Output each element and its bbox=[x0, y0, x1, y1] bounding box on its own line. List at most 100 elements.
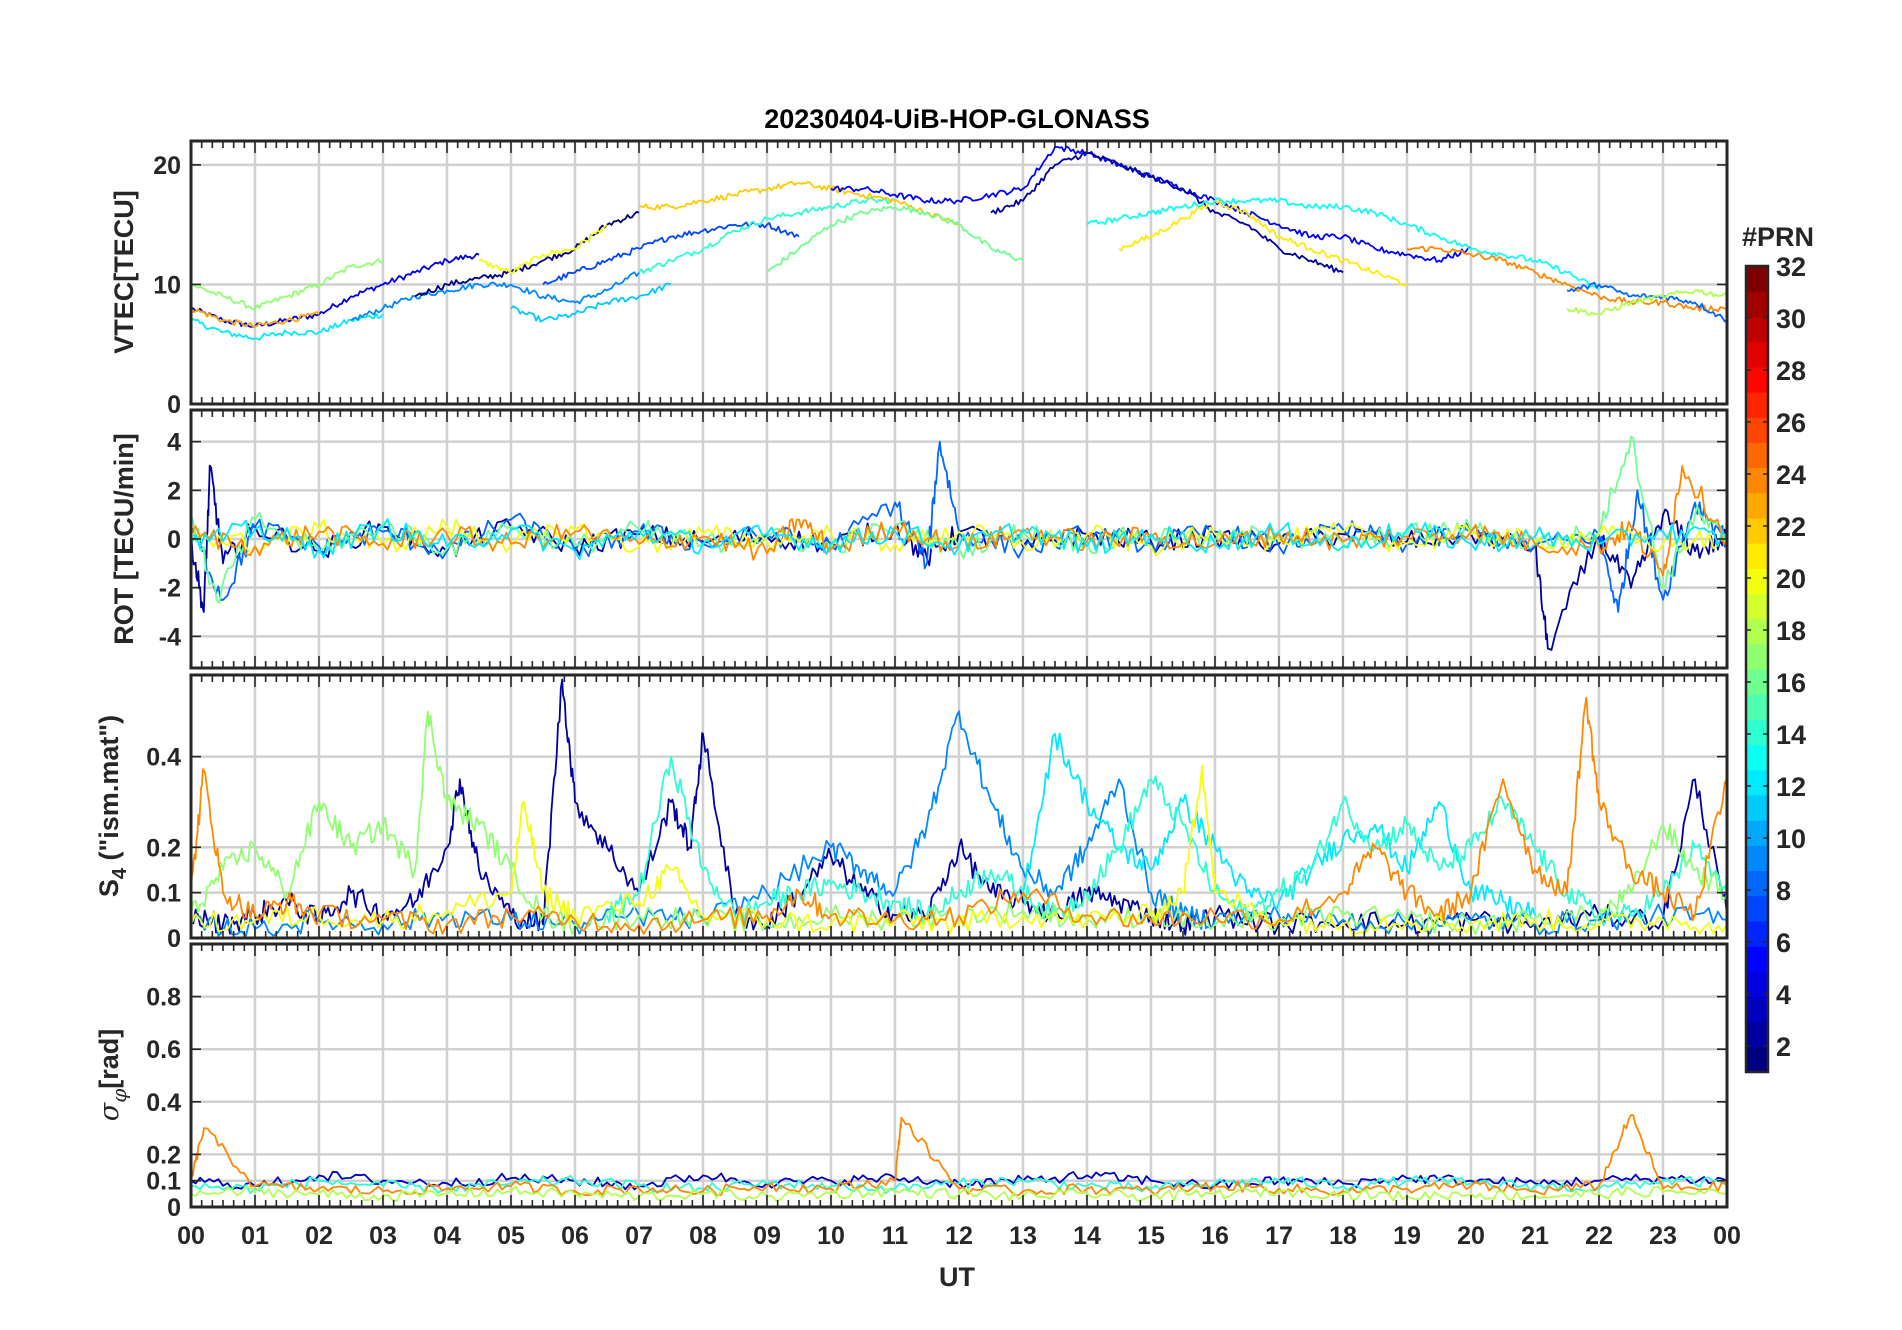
panel-s4: 0 0.1 0.2 0.4 S4 ("ism.mat") bbox=[94, 673, 1729, 953]
colorbar-segment bbox=[1746, 643, 1768, 670]
colorbar-segment bbox=[1746, 266, 1768, 292]
series-prn-14 bbox=[638, 197, 896, 274]
figure-title: 20230404-UiB-HOP-GLONASS bbox=[764, 104, 1150, 134]
panel-frame bbox=[189, 673, 1729, 940]
colorbar-segment bbox=[1746, 996, 1768, 1023]
series-prn-11 bbox=[510, 282, 672, 323]
series-prn-24 bbox=[1406, 245, 1727, 313]
colorbar-segment bbox=[1746, 719, 1768, 746]
colorbar-segment bbox=[1746, 391, 1768, 418]
colorbar-segment bbox=[1746, 442, 1768, 469]
colorbar-tick-label: 2 bbox=[1776, 1032, 1791, 1062]
y-tick-label: 0 bbox=[167, 526, 181, 554]
colorbar-segment bbox=[1746, 543, 1768, 569]
y-tick-label: 0 bbox=[167, 1194, 181, 1222]
x-tick-label: 20 bbox=[1457, 1222, 1485, 1250]
colorbar-segment bbox=[1746, 492, 1768, 519]
colorbar-tick-label: 10 bbox=[1776, 824, 1806, 854]
colorbar-segment bbox=[1746, 744, 1768, 771]
series-prn-2 bbox=[990, 151, 1344, 274]
colorbar-segment bbox=[1746, 971, 1768, 998]
x-tick-label: 14 bbox=[1073, 1222, 1101, 1250]
y-tick-label: 0.4 bbox=[146, 744, 181, 772]
series-prn-22 bbox=[638, 180, 960, 226]
colorbar-segment bbox=[1746, 593, 1768, 620]
series-prn-9 bbox=[350, 271, 640, 322]
colorbar-segment bbox=[1746, 845, 1768, 872]
series-prn-21 bbox=[1118, 199, 1408, 287]
series-group bbox=[191, 1114, 1727, 1202]
y-tick-label: 20 bbox=[153, 152, 181, 180]
series-group bbox=[191, 435, 1727, 651]
colorbar-tick-label: 6 bbox=[1776, 928, 1791, 958]
series-prn-24 bbox=[191, 696, 1727, 935]
colorbar-segment bbox=[1746, 341, 1768, 368]
series-prn-13 bbox=[1086, 197, 1600, 291]
panel-frame bbox=[189, 942, 1729, 1209]
x-tick-label: 12 bbox=[945, 1222, 973, 1250]
series-group bbox=[191, 678, 1727, 937]
series-prn-23 bbox=[191, 307, 320, 328]
colorbar-tick-label: 32 bbox=[1776, 252, 1806, 282]
colorbar-segment bbox=[1746, 694, 1768, 720]
colorbar-segment bbox=[1746, 870, 1768, 897]
x-tick-label: 07 bbox=[625, 1222, 653, 1250]
colorbar-tick-label: 26 bbox=[1776, 408, 1806, 438]
colorbar-tick-label: 12 bbox=[1776, 772, 1806, 802]
y-tick-label: 0.6 bbox=[146, 1036, 181, 1064]
colorbar-segment bbox=[1746, 769, 1768, 796]
y-tick-label: 2 bbox=[167, 477, 181, 505]
series-prn-18 bbox=[191, 1185, 1727, 1202]
colorbar-tick-label: 28 bbox=[1776, 356, 1806, 386]
y-tick-label: 0 bbox=[167, 925, 181, 953]
x-tick-label: 15 bbox=[1137, 1222, 1165, 1250]
panel-sigma-phi: 00.10.2 0.4 0.6 0.8 σφ[rad] 00 01 02 03 04 05 06 07 0… bbox=[94, 942, 1741, 1250]
y-tick-label: -4 bbox=[159, 623, 181, 651]
y-tick-label: 0.2 bbox=[146, 1141, 181, 1169]
x-tick-label: 05 bbox=[497, 1222, 525, 1250]
colorbar-tick-label: 14 bbox=[1776, 720, 1806, 750]
x-tick-label: 00 bbox=[177, 1222, 205, 1250]
colorbar-tick-label: 22 bbox=[1776, 512, 1806, 542]
x-tick-label: 22 bbox=[1585, 1222, 1613, 1250]
y-tick-label: 0.1 bbox=[146, 880, 181, 908]
colorbar-tick-label: 30 bbox=[1776, 304, 1806, 334]
x-tick-label: 06 bbox=[561, 1222, 589, 1250]
y-tick-label: 0.2 bbox=[146, 834, 181, 862]
colorbar-segment bbox=[1746, 920, 1768, 947]
series-prn-18 bbox=[1566, 289, 1727, 316]
colorbar-segment bbox=[1746, 1021, 1768, 1048]
panel-frame bbox=[189, 408, 1729, 670]
y-axis-label-s4: S4 ("ism.mat") bbox=[94, 715, 131, 897]
colorbar-tick-label: 8 bbox=[1776, 876, 1791, 906]
colorbar-segment bbox=[1746, 517, 1768, 544]
series-prn-20 bbox=[191, 518, 1727, 557]
colorbar-tick-label: 20 bbox=[1776, 564, 1806, 594]
colorbar-segment bbox=[1746, 568, 1768, 595]
colorbar-segment bbox=[1746, 291, 1768, 317]
series-prn-20 bbox=[478, 223, 608, 274]
series-prn-20 bbox=[191, 764, 1727, 936]
panel-frame bbox=[189, 139, 1729, 406]
y-axis-label-rot: ROT [TECU/min] bbox=[109, 433, 139, 644]
y-tick-label: 0.1 bbox=[146, 1168, 181, 1196]
colorbar-tick-label: 4 bbox=[1776, 980, 1791, 1010]
colorbar-segment bbox=[1746, 1046, 1768, 1073]
x-tick-label: 01 bbox=[241, 1222, 269, 1250]
x-axis-label: UT bbox=[939, 1262, 975, 1292]
y-tick-label: 0.8 bbox=[146, 984, 181, 1012]
colorbar-segment bbox=[1746, 366, 1768, 393]
x-tick-label: 11 bbox=[882, 1222, 909, 1250]
x-tick-label: 16 bbox=[1201, 1222, 1229, 1250]
colorbar-tick-label: 16 bbox=[1776, 668, 1806, 698]
series-prn-12 bbox=[191, 518, 1727, 561]
series-prn-17 bbox=[191, 710, 1727, 936]
y-tick-label: -2 bbox=[159, 575, 181, 603]
x-tick-label: 00 bbox=[1713, 1222, 1741, 1250]
y-axis-label-sigma-phi: σφ[rad] bbox=[94, 1029, 131, 1121]
x-tick-label: 17 bbox=[1265, 1222, 1293, 1250]
y-tick-label: 0.4 bbox=[146, 1089, 181, 1117]
x-tick-label: 18 bbox=[1329, 1222, 1357, 1250]
series-prn-9 bbox=[191, 710, 1727, 937]
